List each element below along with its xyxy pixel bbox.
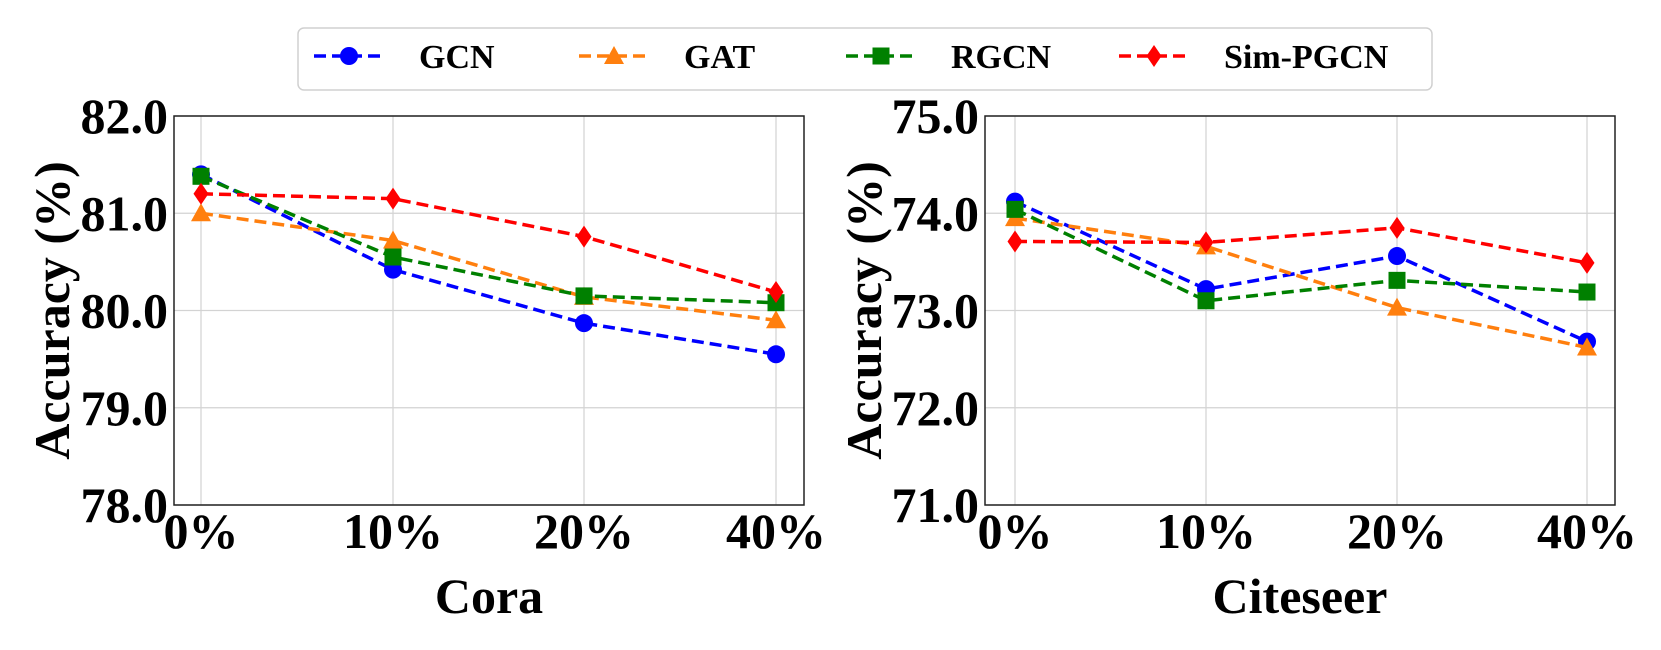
x-tick-label: 0% bbox=[978, 503, 1053, 559]
data-point bbox=[1197, 292, 1215, 310]
series-rgcn bbox=[192, 167, 785, 312]
y-tick-label: 71.0 bbox=[892, 477, 980, 533]
data-point bbox=[192, 167, 210, 185]
data-point bbox=[766, 310, 786, 329]
legend-label: RGCN bbox=[951, 39, 1052, 76]
legend-entry-rgcn: RGCN bbox=[846, 39, 1052, 76]
y-tick-label: 82.0 bbox=[81, 88, 169, 144]
x-tick-label: 0% bbox=[164, 503, 239, 559]
plot-frame bbox=[173, 115, 805, 506]
y-tick-label: 80.0 bbox=[81, 283, 169, 339]
data-point bbox=[1198, 231, 1214, 254]
y-tick-label: 81.0 bbox=[81, 185, 169, 241]
data-point bbox=[384, 248, 402, 266]
series-gat bbox=[1005, 208, 1597, 356]
data-point bbox=[575, 314, 593, 333]
legend-square-marker bbox=[872, 47, 890, 65]
x-tick-label: 10% bbox=[1156, 503, 1256, 559]
series-line bbox=[200, 211, 777, 322]
data-point bbox=[1579, 251, 1595, 274]
series-line bbox=[1014, 199, 1588, 344]
y-tick-label: 75.0 bbox=[892, 88, 980, 144]
series-rgcn bbox=[1006, 200, 1596, 310]
data-point bbox=[193, 182, 209, 205]
y-tick-label: 79.0 bbox=[81, 380, 169, 436]
x-axis-label: Cora bbox=[435, 568, 543, 624]
chart-citeseer: 71.0 72.0 73.0 74.0 75.0 0% 10% 20% 40% Citeseer A… bbox=[836, 88, 1637, 624]
series-line bbox=[1014, 216, 1588, 350]
data-point bbox=[767, 345, 785, 364]
series-sim-pgcn bbox=[193, 182, 784, 304]
legend-label: GCN bbox=[419, 39, 495, 76]
data-point bbox=[1388, 247, 1406, 266]
data-point bbox=[1007, 230, 1023, 253]
legend-entry-sim-pgcn: Sim-PGCN bbox=[1119, 39, 1389, 76]
y-tick-label: 73.0 bbox=[892, 283, 980, 339]
x-tick-label: 10% bbox=[343, 503, 443, 559]
legend-entry-gcn: GCN bbox=[314, 39, 495, 76]
y-tick-label: 78.0 bbox=[81, 477, 169, 533]
series-gcn bbox=[1006, 192, 1596, 351]
x-tick-label: 40% bbox=[1537, 503, 1637, 559]
legend-entry-gat: GAT bbox=[579, 39, 755, 76]
y-tick-label: 72.0 bbox=[892, 380, 980, 436]
data-point bbox=[191, 203, 211, 222]
series-line bbox=[200, 192, 777, 294]
legend-label: GAT bbox=[684, 39, 755, 76]
data-point bbox=[768, 281, 784, 304]
x-axis-label: Citeseer bbox=[1213, 568, 1388, 624]
x-tick-label: 20% bbox=[534, 503, 634, 559]
legend-frame bbox=[297, 27, 1433, 91]
legend-triangle-marker bbox=[604, 46, 624, 64]
data-point bbox=[1387, 297, 1407, 316]
x-tick-label: 40% bbox=[726, 503, 826, 559]
plot-frame bbox=[984, 115, 1616, 506]
legend-circle-marker bbox=[340, 47, 358, 65]
data-point bbox=[575, 287, 593, 305]
series-gat bbox=[191, 203, 786, 329]
chart-cora: 78.0 79.0 80.0 81.0 82.0 0% 10% 20% 40% Cora Accur… bbox=[24, 88, 826, 624]
legend: GCN GAT RGCN Sim-PGCN bbox=[297, 27, 1433, 91]
series-line bbox=[1014, 207, 1588, 303]
grid bbox=[985, 115, 1615, 506]
series-sim-pgcn bbox=[1007, 216, 1595, 274]
legend-diamond-marker bbox=[1146, 45, 1162, 67]
data-point bbox=[385, 187, 401, 210]
grid bbox=[174, 115, 804, 506]
y-axis-label: Accuracy (%) bbox=[24, 161, 80, 460]
data-point bbox=[1389, 216, 1405, 239]
x-tick-label: 20% bbox=[1347, 503, 1447, 559]
data-point bbox=[1577, 337, 1597, 356]
data-point bbox=[383, 230, 403, 249]
series-line bbox=[200, 172, 777, 356]
data-point bbox=[576, 225, 592, 248]
data-point bbox=[1388, 271, 1406, 289]
y-tick-label: 74.0 bbox=[892, 185, 980, 241]
data-point bbox=[1578, 283, 1596, 301]
legend-label: Sim-PGCN bbox=[1224, 39, 1389, 76]
series-line bbox=[1014, 226, 1588, 265]
series-line bbox=[200, 174, 777, 305]
y-axis-label: Accuracy (%) bbox=[836, 161, 892, 460]
data-point bbox=[1006, 200, 1024, 218]
